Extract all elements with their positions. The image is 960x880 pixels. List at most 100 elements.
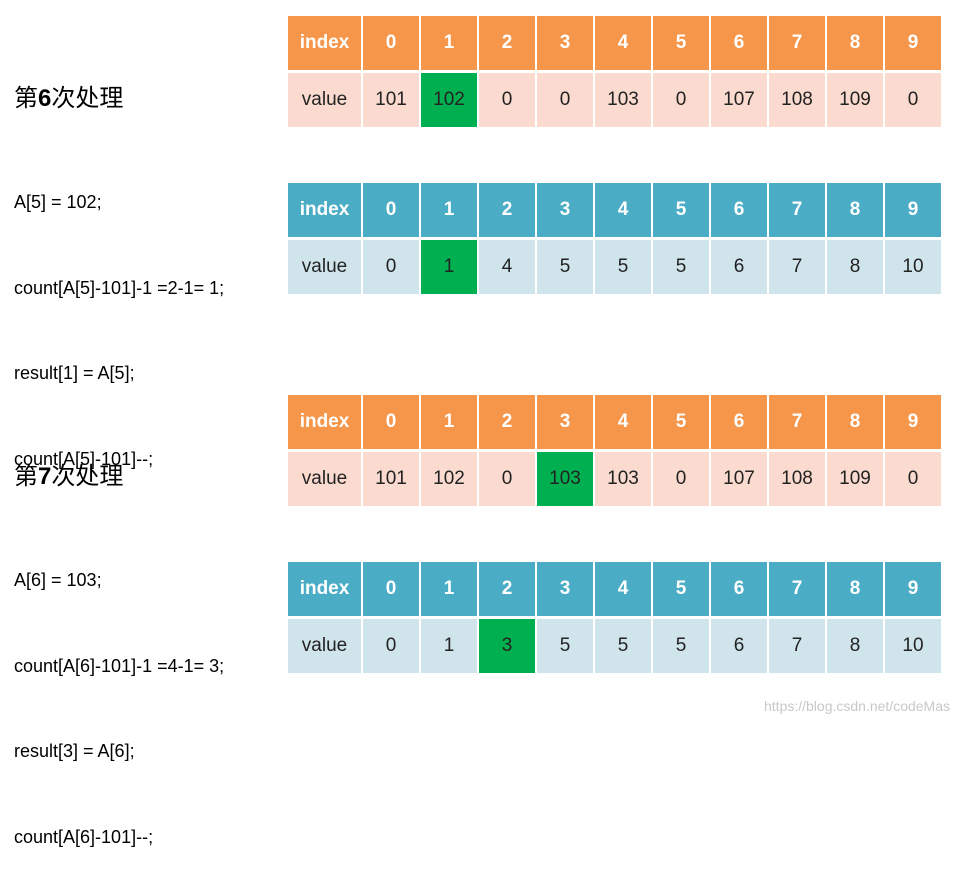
index-row: index 0 1 2 3 4 5 6 7 8 9 <box>288 562 941 619</box>
value-cell: 0 <box>479 452 535 506</box>
value-cell: 102 <box>421 452 477 506</box>
index-cell: 2 <box>479 395 535 452</box>
highlighted-value-cell: 1 <box>421 240 477 294</box>
title-suffix: 次处理 <box>51 463 124 490</box>
index-cell: 2 <box>479 562 535 619</box>
value-cell: 7 <box>769 240 825 294</box>
index-cell: 8 <box>827 183 883 240</box>
value-cell: 5 <box>653 240 709 294</box>
value-row: value 101 102 0 103 103 0 107 108 109 0 <box>288 452 941 506</box>
index-cell: 7 <box>769 16 825 73</box>
value-label: value <box>288 619 361 673</box>
title-number: 7 <box>38 463 52 490</box>
value-cell: 5 <box>537 240 593 294</box>
value-cell: 101 <box>363 73 419 127</box>
value-cell: 10 <box>885 619 941 673</box>
index-cell: 5 <box>653 183 709 240</box>
value-cell: 0 <box>363 240 419 294</box>
value-cell: 8 <box>827 240 883 294</box>
index-cell: 0 <box>363 562 419 619</box>
highlighted-value-cell: 102 <box>421 73 477 127</box>
index-cell: 5 <box>653 562 709 619</box>
index-cell: 1 <box>421 562 477 619</box>
value-cell: 0 <box>537 73 593 127</box>
index-cell: 6 <box>711 395 767 452</box>
index-cell: 8 <box>827 562 883 619</box>
value-cell: 103 <box>595 73 651 127</box>
index-cell: 7 <box>769 395 825 452</box>
value-cell: 101 <box>363 452 419 506</box>
index-cell: 4 <box>595 395 651 452</box>
value-cell: 6 <box>711 619 767 673</box>
code-line: result[3] = A[6]; <box>14 741 135 761</box>
index-cell: 7 <box>769 183 825 240</box>
value-cell: 0 <box>885 73 941 127</box>
index-cell: 0 <box>363 183 419 240</box>
index-cell: 2 <box>479 183 535 240</box>
value-cell: 109 <box>827 452 883 506</box>
value-cell: 1 <box>421 619 477 673</box>
highlighted-value-cell: 3 <box>479 619 535 673</box>
index-cell: 3 <box>537 562 593 619</box>
value-cell: 103 <box>595 452 651 506</box>
value-row: value 0 1 3 5 5 5 6 7 8 10 <box>288 619 941 673</box>
title-prefix: 第 <box>14 463 38 490</box>
code-line: count[A[5]-101]-1 =2-1= 1; <box>14 277 225 298</box>
code-line: count[A[6]-101]-1 =4-1= 3; <box>14 655 225 676</box>
index-cell: 1 <box>421 395 477 452</box>
code-line: A[5] = 102; <box>14 192 102 212</box>
value-cell: 5 <box>537 619 593 673</box>
value-cell: 5 <box>653 619 709 673</box>
index-cell: 1 <box>421 16 477 73</box>
index-cell: 4 <box>595 183 651 240</box>
value-cell: 8 <box>827 619 883 673</box>
index-label: index <box>288 395 361 452</box>
value-cell: 7 <box>769 619 825 673</box>
index-label: index <box>288 183 361 240</box>
value-cell: 0 <box>479 73 535 127</box>
index-row: index 0 1 2 3 4 5 6 7 8 9 <box>288 16 941 73</box>
value-cell: 0 <box>653 452 709 506</box>
step-7-code: A[6] = 103; count[A[6]-101]-1 =4-1= 3; r… <box>14 509 224 880</box>
step-6-input-array-table: index 0 1 2 3 4 5 6 7 8 9 value 101 102 0 0 103 0 107 108 10… <box>286 16 943 127</box>
index-cell: 5 <box>653 16 709 73</box>
step-6-code: A[5] = 102; count[A[5]-101]-1 =2-1= 1; r… <box>14 131 224 502</box>
value-cell: 108 <box>769 73 825 127</box>
index-cell: 6 <box>711 562 767 619</box>
value-label: value <box>288 240 361 294</box>
index-row: index 0 1 2 3 4 5 6 7 8 9 <box>288 183 941 240</box>
value-cell: 109 <box>827 73 883 127</box>
index-label: index <box>288 562 361 619</box>
index-cell: 2 <box>479 16 535 73</box>
index-cell: 4 <box>595 562 651 619</box>
index-cell: 9 <box>885 183 941 240</box>
value-cell: 0 <box>653 73 709 127</box>
value-row: value 0 1 4 5 5 5 6 7 8 10 <box>288 240 941 294</box>
index-cell: 3 <box>537 16 593 73</box>
highlighted-value-cell: 103 <box>537 452 593 506</box>
title-prefix: 第 <box>14 85 38 112</box>
index-cell: 8 <box>827 395 883 452</box>
index-cell: 9 <box>885 16 941 73</box>
title-suffix: 次处理 <box>51 85 124 112</box>
value-label: value <box>288 452 361 506</box>
value-cell: 107 <box>711 73 767 127</box>
value-cell: 0 <box>885 452 941 506</box>
index-cell: 3 <box>537 183 593 240</box>
value-cell: 5 <box>595 619 651 673</box>
index-cell: 0 <box>363 395 419 452</box>
index-label: index <box>288 16 361 73</box>
step-7-input-array-table: index 0 1 2 3 4 5 6 7 8 9 value 101 102 0 103 103 0 107 108… <box>286 395 943 506</box>
code-line: result[1] = A[5]; <box>14 363 135 383</box>
value-cell: 5 <box>595 240 651 294</box>
index-cell: 8 <box>827 16 883 73</box>
index-cell: 9 <box>885 395 941 452</box>
watermark: https://blog.csdn.net/codeMas <box>764 698 950 714</box>
value-cell: 6 <box>711 240 767 294</box>
code-line: A[6] = 103; <box>14 570 102 590</box>
code-line: count[A[5]-101]--; <box>14 448 154 469</box>
index-cell: 5 <box>653 395 709 452</box>
value-cell: 108 <box>769 452 825 506</box>
index-cell: 0 <box>363 16 419 73</box>
step-7-count-array-table: index 0 1 2 3 4 5 6 7 8 9 value 0 1 3 5 5 5 6 7 8 10 <box>286 562 943 673</box>
